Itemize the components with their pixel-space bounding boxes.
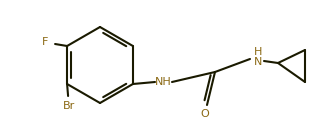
Text: H: H — [254, 47, 262, 57]
Text: N: N — [254, 57, 262, 67]
Text: Br: Br — [63, 101, 75, 111]
Text: F: F — [42, 37, 48, 47]
Text: O: O — [201, 109, 209, 119]
Text: NH: NH — [155, 77, 171, 87]
